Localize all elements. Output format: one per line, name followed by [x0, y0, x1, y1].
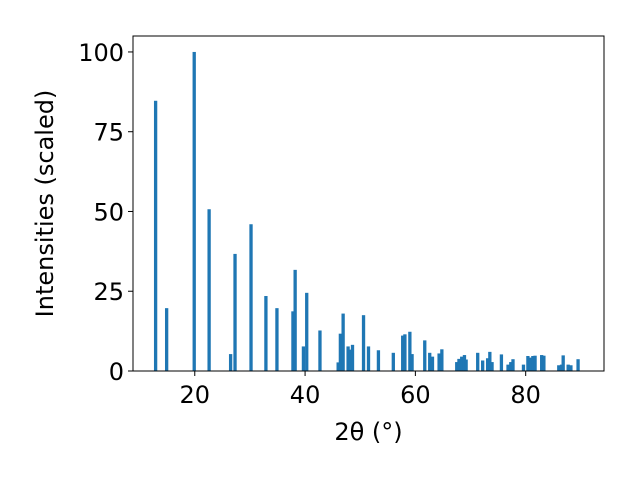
bar-53 [542, 355, 546, 371]
bar-20 [361, 315, 366, 371]
bar-25 [403, 334, 407, 371]
bar-38 [476, 352, 480, 371]
bar-31 [437, 353, 441, 371]
x-tick-label: 60 [400, 381, 431, 409]
bar-59 [576, 359, 580, 371]
bar-12 [305, 292, 309, 371]
y-tick-label: 25 [93, 278, 124, 306]
bar-30 [430, 356, 435, 371]
bar-15 [338, 333, 343, 371]
bar-42 [490, 362, 494, 371]
bar-5 [233, 253, 237, 371]
bar-29 [428, 352, 432, 371]
y-tick-label: 50 [93, 198, 124, 226]
bar-16 [341, 313, 345, 371]
bar-46 [511, 359, 515, 371]
bar-49 [528, 357, 532, 371]
bar-56 [561, 355, 565, 371]
x-axis-label: 2θ (°) [334, 418, 402, 446]
bar-10 [293, 269, 297, 371]
bar-50 [531, 356, 535, 371]
bar-9 [291, 311, 295, 371]
y-axis-ticks: 0 25 50 75 100 [78, 39, 133, 386]
bar-1 [164, 308, 169, 371]
y-tick-label: 100 [78, 39, 124, 67]
bar-24 [401, 335, 405, 371]
y-tick-label: 75 [93, 119, 124, 147]
bar-27 [410, 354, 414, 371]
bar-3 [207, 209, 211, 371]
bar-19 [350, 344, 355, 371]
bar-37 [464, 359, 468, 371]
x-tick-label: 40 [290, 381, 321, 409]
x-tick-label: 80 [510, 381, 541, 409]
plot-frame [132, 35, 605, 372]
x-axis-ticks: 20 40 60 80 [179, 371, 541, 409]
bar-0 [153, 100, 158, 372]
bar-44 [506, 364, 510, 371]
bar-17 [346, 346, 350, 371]
bar-21 [366, 346, 371, 371]
bar-57 [566, 364, 570, 371]
bar-28 [423, 340, 427, 371]
bar-41 [488, 351, 492, 371]
bar-33 [455, 362, 459, 371]
bar-series [153, 51, 580, 372]
bar-40 [485, 358, 490, 371]
bar-2 [192, 51, 196, 371]
bar-35 [460, 356, 464, 371]
y-axis-label: Intensities (scaled) [31, 90, 59, 318]
bar-39 [481, 360, 485, 371]
bar-14 [336, 362, 340, 371]
bar-6 [249, 224, 253, 371]
bar-26 [408, 331, 412, 371]
bar-47 [521, 364, 526, 371]
bar-4 [228, 354, 233, 371]
bar-18 [348, 349, 352, 371]
bar-43 [499, 354, 504, 371]
bar-45 [509, 362, 513, 371]
bar-22 [376, 350, 381, 371]
bar-32 [440, 349, 444, 371]
y-tick-label: 0 [109, 358, 124, 386]
bar-51 [533, 355, 537, 371]
bar-54 [557, 365, 561, 371]
bar-13 [318, 330, 322, 371]
bar-48 [526, 356, 530, 371]
bar-23 [391, 352, 395, 371]
bar-11 [301, 346, 306, 371]
bar-34 [457, 358, 461, 371]
bar-58 [569, 365, 573, 371]
bar-52 [540, 355, 544, 371]
bar-7 [264, 296, 268, 371]
x-tick-label: 20 [179, 381, 210, 409]
bar-8 [275, 308, 279, 371]
